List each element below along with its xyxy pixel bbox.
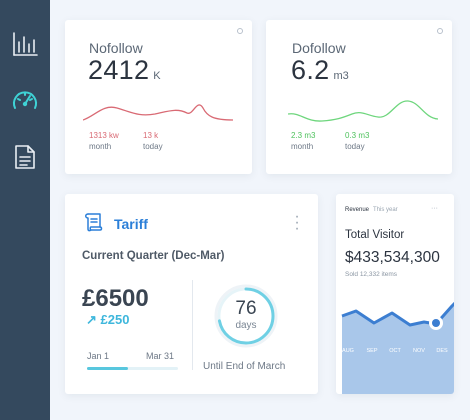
days-value: 76 — [235, 298, 257, 319]
month-label: DES — [436, 348, 448, 354]
stat-value: 6.2 m3 — [291, 55, 349, 86]
month-label: AUG — [342, 348, 354, 354]
quarter-label: Current Quarter (Dec-Mar) — [82, 250, 225, 262]
stat-unit: m3 — [333, 70, 349, 82]
speedometer-icon[interactable] — [11, 87, 39, 115]
card-menu-dot[interactable] — [437, 28, 443, 34]
tariff-title: Tariff — [114, 216, 148, 232]
days-ring — [214, 284, 278, 348]
stat-number: 6.2 — [291, 55, 330, 85]
end-date: Mar 31 — [146, 351, 175, 361]
today-stat: 13 k today — [143, 130, 163, 152]
dofollow-sparkline — [288, 100, 438, 122]
month-label: month — [291, 142, 314, 151]
tariff-delta: ↗ £250 — [86, 312, 130, 327]
today-value: 0.3 m3 — [345, 131, 370, 140]
visitor-area-chart — [341, 301, 454, 394]
dofollow-card: Dofollow 6.2 m3 2.3 m3 month 0.3 m3 today — [266, 20, 452, 174]
month-label: SEP — [366, 348, 378, 354]
tariff-amount: £6500 — [82, 285, 149, 312]
month-label: NOV — [413, 348, 425, 354]
date-progress-track — [87, 367, 178, 370]
visitor-card: Revenue This year ··· Total Visitor $433… — [336, 194, 454, 394]
stat-value: 2412 K — [88, 55, 161, 86]
divider — [192, 280, 193, 370]
nofollow-sparkline — [83, 104, 233, 121]
visitor-value: $433,534,300 — [345, 249, 440, 266]
visitor-sub: Sold 12,332 items — [345, 271, 398, 278]
month-stat: 2.3 m3 month — [291, 130, 315, 152]
today-label: today — [345, 142, 365, 151]
sidebar — [0, 0, 50, 420]
document-icon[interactable] — [11, 143, 39, 171]
card-title: Dofollow — [292, 40, 346, 56]
days-label: days — [235, 320, 257, 331]
card-menu-dot[interactable] — [237, 28, 243, 34]
stat-unit: K — [153, 70, 161, 82]
visitor-title: Total Visitor — [345, 229, 405, 241]
tab-revenue[interactable]: Revenue — [345, 207, 370, 213]
scroll-icon — [85, 213, 103, 232]
stat-number: 2412 — [88, 55, 150, 85]
bar-chart-icon[interactable] — [11, 30, 39, 58]
today-label: today — [143, 142, 163, 151]
date-progress-fill — [87, 367, 128, 370]
month-label: month — [89, 142, 112, 151]
month-value: 1313 kw — [89, 131, 119, 140]
today-value: 13 k — [143, 131, 159, 140]
tab-this-year[interactable]: This year — [373, 207, 398, 213]
kebab-menu-icon[interactable]: · · · — [294, 208, 300, 237]
card-title: Nofollow — [89, 40, 143, 56]
until-text: Until End of March — [203, 361, 286, 372]
month-label: OCT — [389, 348, 401, 354]
month-value: 2.3 m3 — [291, 131, 316, 140]
month-stat: 1313 kw month — [89, 130, 119, 152]
today-stat: 0.3 m3 today — [345, 130, 369, 152]
nofollow-card: Nofollow 2412 K 1313 kw month 13 k today — [65, 20, 252, 174]
start-date: Jan 1 — [87, 351, 110, 361]
tariff-card: Tariff · · · Current Quarter (Dec-Mar) £65… — [65, 194, 318, 394]
more-icon[interactable]: ··· — [431, 205, 438, 212]
